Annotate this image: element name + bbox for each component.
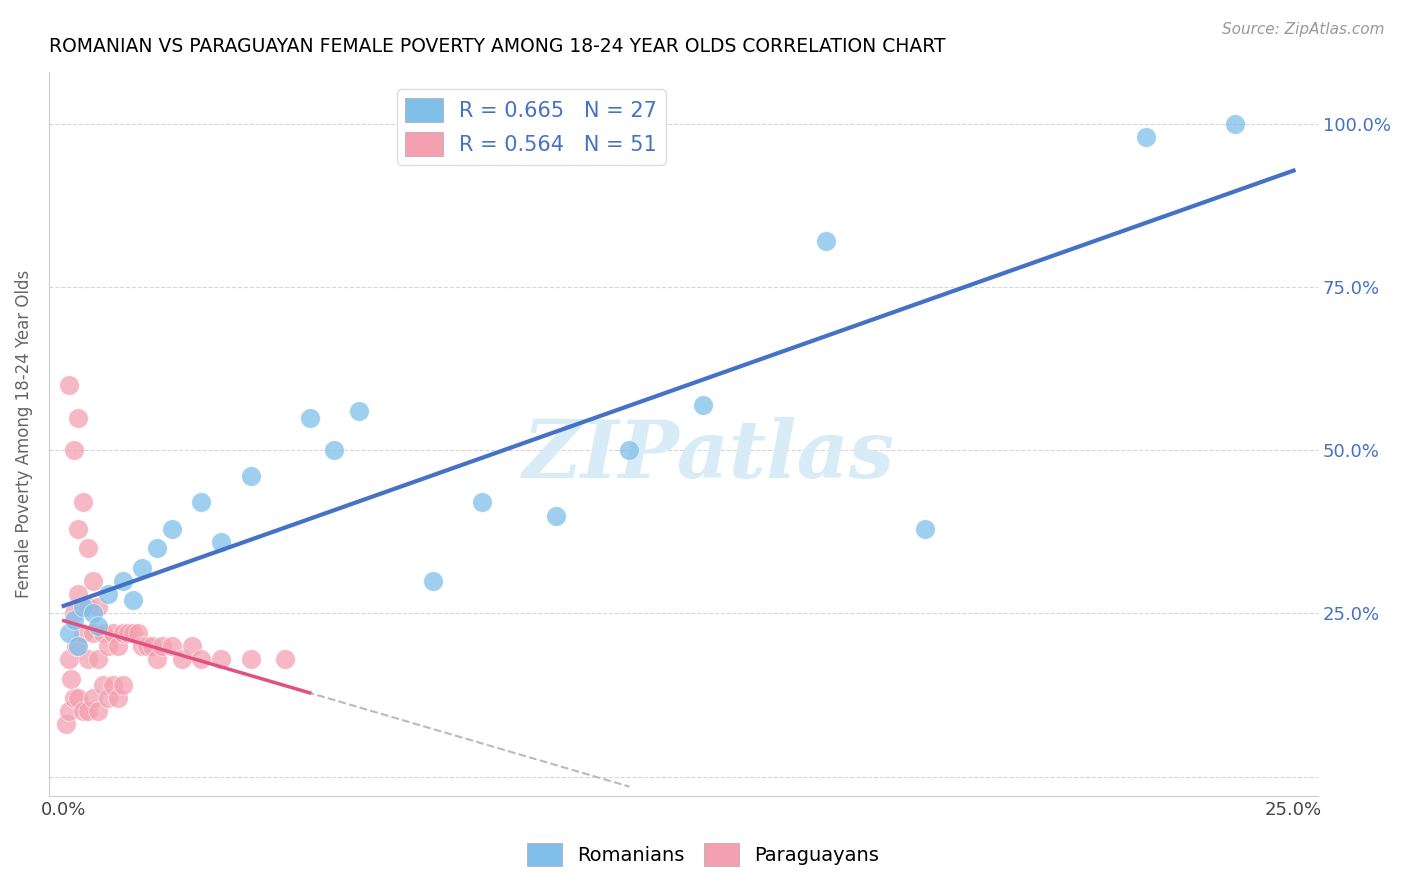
Point — [111, 678, 134, 692]
Point — [97, 587, 120, 601]
Legend: Romanians, Paraguayans: Romanians, Paraguayans — [519, 835, 887, 873]
Point — [77, 599, 100, 614]
Point — [239, 469, 262, 483]
Point — [239, 652, 262, 666]
Point — [619, 443, 641, 458]
Point — [471, 495, 494, 509]
Point — [107, 639, 129, 653]
Point — [60, 672, 83, 686]
Point — [131, 639, 153, 653]
Point — [97, 691, 120, 706]
Point — [190, 495, 212, 509]
Point — [82, 626, 104, 640]
Point — [67, 691, 90, 706]
Point — [77, 704, 100, 718]
Point — [77, 541, 100, 556]
Point — [117, 626, 139, 640]
Point — [111, 574, 134, 588]
Point — [274, 652, 297, 666]
Point — [91, 626, 114, 640]
Point — [62, 607, 84, 621]
Point — [77, 652, 100, 666]
Point — [692, 398, 714, 412]
Point — [141, 639, 163, 653]
Text: Source: ZipAtlas.com: Source: ZipAtlas.com — [1222, 22, 1385, 37]
Point — [62, 691, 84, 706]
Point — [136, 639, 159, 653]
Point — [121, 593, 143, 607]
Point — [62, 613, 84, 627]
Point — [422, 574, 444, 588]
Point — [150, 639, 173, 653]
Point — [67, 522, 90, 536]
Point — [87, 619, 110, 633]
Point — [101, 626, 124, 640]
Point — [111, 626, 134, 640]
Point — [72, 704, 94, 718]
Point — [82, 607, 104, 621]
Point — [58, 626, 80, 640]
Point — [101, 678, 124, 692]
Point — [146, 541, 169, 556]
Point — [65, 639, 87, 653]
Point — [58, 704, 80, 718]
Point — [914, 522, 936, 536]
Point — [87, 599, 110, 614]
Legend: R = 0.665   N = 27, R = 0.564   N = 51: R = 0.665 N = 27, R = 0.564 N = 51 — [396, 89, 665, 165]
Text: ZIPatlas: ZIPatlas — [523, 417, 896, 494]
Point — [82, 574, 104, 588]
Point — [87, 652, 110, 666]
Point — [815, 235, 838, 249]
Point — [347, 404, 370, 418]
Point — [1223, 117, 1246, 131]
Point — [146, 652, 169, 666]
Point — [91, 678, 114, 692]
Point — [67, 639, 90, 653]
Point — [298, 410, 321, 425]
Point — [323, 443, 346, 458]
Y-axis label: Female Poverty Among 18-24 Year Olds: Female Poverty Among 18-24 Year Olds — [15, 269, 32, 598]
Point — [72, 626, 94, 640]
Point — [67, 587, 90, 601]
Point — [131, 560, 153, 574]
Point — [127, 626, 149, 640]
Point — [58, 378, 80, 392]
Point — [97, 639, 120, 653]
Point — [180, 639, 202, 653]
Point — [544, 508, 567, 523]
Point — [190, 652, 212, 666]
Point — [209, 534, 232, 549]
Point — [160, 639, 183, 653]
Point — [55, 717, 77, 731]
Point — [121, 626, 143, 640]
Point — [72, 495, 94, 509]
Point — [58, 652, 80, 666]
Point — [170, 652, 193, 666]
Point — [1135, 130, 1157, 145]
Point — [209, 652, 232, 666]
Point — [72, 599, 94, 614]
Point — [87, 704, 110, 718]
Point — [67, 410, 90, 425]
Point — [107, 691, 129, 706]
Point — [62, 443, 84, 458]
Point — [82, 691, 104, 706]
Point — [160, 522, 183, 536]
Text: ROMANIAN VS PARAGUAYAN FEMALE POVERTY AMONG 18-24 YEAR OLDS CORRELATION CHART: ROMANIAN VS PARAGUAYAN FEMALE POVERTY AM… — [49, 37, 946, 56]
